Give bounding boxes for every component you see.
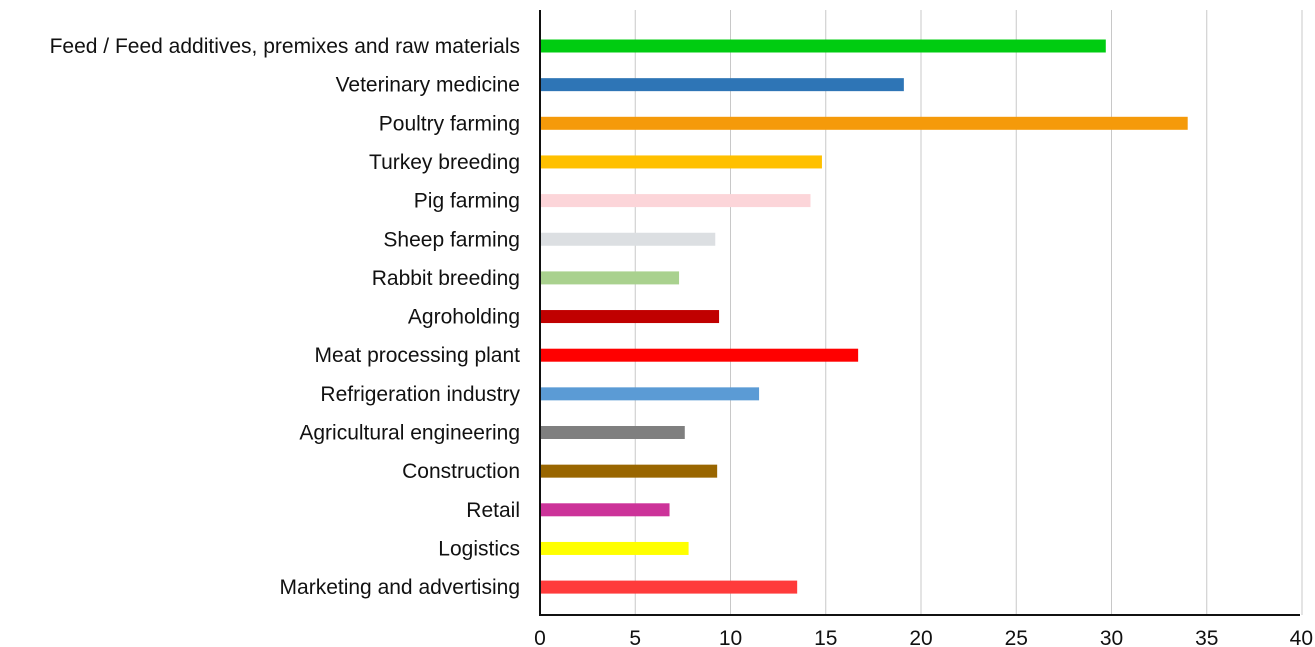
category-label: Feed / Feed additives, premixes and raw …: [50, 35, 520, 58]
category-label: Agricultural engineering: [299, 422, 520, 445]
x-tick-label: 25: [1005, 627, 1028, 647]
category-label: Construction: [402, 460, 520, 483]
bar: [541, 426, 685, 439]
bar: [541, 155, 822, 169]
bar: [541, 116, 1188, 130]
gridlines: [634, 10, 1303, 615]
bar: [541, 387, 760, 401]
x-tick-label: 40: [1290, 627, 1313, 647]
category-label: Rabbit breeding: [372, 267, 520, 290]
category-label: Sheep farming: [383, 228, 520, 251]
bar: [541, 541, 689, 555]
bar: [541, 348, 859, 362]
bar: [541, 503, 670, 517]
x-tick-label: 10: [719, 627, 742, 647]
category-labels: Feed / Feed additives, premixes and raw …: [50, 35, 521, 599]
category-label: Marketing and advertising: [280, 576, 520, 599]
x-tick-label: 15: [814, 627, 837, 647]
category-label: Refrigeration industry: [320, 383, 520, 406]
category-label: Agroholding: [408, 306, 520, 329]
bar: [541, 310, 720, 324]
category-label: Poultry farming: [379, 112, 520, 135]
x-tick-label: 30: [1100, 627, 1123, 647]
category-label: Pig farming: [414, 190, 520, 213]
x-tick-label: 35: [1195, 627, 1218, 647]
bar: [541, 271, 680, 285]
bar: [541, 78, 904, 92]
category-label: Logistics: [438, 537, 520, 560]
bars: [541, 39, 1188, 594]
category-label: Retail: [466, 499, 520, 522]
category-label: Veterinary medicine: [336, 74, 520, 97]
x-tick-label: 0: [534, 627, 546, 647]
bar: [541, 194, 811, 208]
category-label: Turkey breeding: [369, 151, 520, 174]
bar: [541, 580, 798, 594]
x-tick-label: 20: [909, 627, 932, 647]
x-tick-label: 5: [629, 627, 641, 647]
bar: [541, 232, 716, 246]
bar: [541, 464, 718, 478]
bar: [541, 39, 1106, 53]
x-tick-labels: 0 5 10 15 20 25 30 35 40: [534, 627, 1313, 647]
category-label: Meat processing plant: [315, 344, 521, 367]
